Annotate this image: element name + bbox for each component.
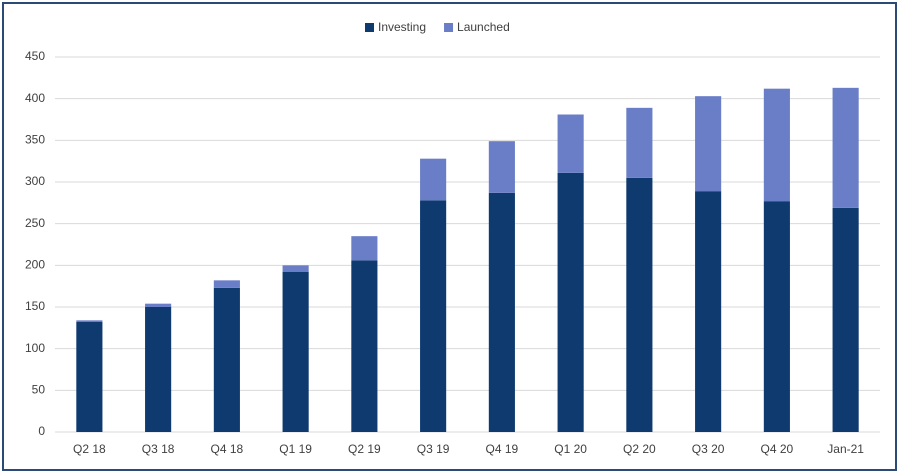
x-tick-label: Q2 18	[73, 442, 106, 456]
x-tick-label: Q3 19	[417, 442, 450, 456]
bar-segment	[557, 172, 584, 433]
bar-segment	[76, 320, 103, 322]
x-tick-label: Q4 20	[761, 442, 794, 456]
bar-segment	[145, 303, 172, 307]
bar-segment	[351, 260, 378, 432]
y-tick-label: 200	[25, 258, 45, 272]
bar-segment	[488, 141, 515, 193]
bar-segment	[282, 265, 309, 272]
bar-segment	[695, 96, 722, 192]
x-tick-label: Q2 20	[623, 442, 656, 456]
bar-segment	[76, 322, 103, 432]
x-tick-label: Q3 18	[142, 442, 175, 456]
y-tick-label: 100	[25, 341, 45, 355]
legend-label: Launched	[457, 20, 510, 34]
legend-swatch	[444, 23, 454, 32]
y-tick-label: 0	[38, 424, 45, 438]
bar-segment	[145, 307, 172, 432]
y-tick-label: 50	[32, 383, 46, 397]
y-tick-label: 150	[25, 299, 45, 313]
bar-segment	[626, 107, 653, 178]
bar-segment	[351, 236, 378, 261]
x-tick-label: Jan-21	[827, 442, 864, 456]
x-tick-label: Q1 20	[554, 442, 587, 456]
legend-swatch	[365, 23, 374, 32]
bar-segment	[763, 201, 790, 432]
bar-segment	[213, 280, 240, 288]
x-tick-label: Q4 18	[211, 442, 244, 456]
y-tick-label: 250	[25, 216, 45, 230]
y-tick-label: 350	[25, 133, 45, 147]
bar-segment	[695, 191, 722, 432]
y-tick-label: 300	[25, 174, 45, 188]
bar-segment	[763, 88, 790, 202]
legend-label: Investing	[378, 20, 426, 34]
bar-segment	[557, 114, 584, 173]
bar-segment	[626, 177, 653, 432]
bar-segment	[213, 287, 240, 432]
y-tick-label: 400	[25, 91, 45, 105]
bar-segment	[832, 207, 859, 432]
x-tick-label: Q2 19	[348, 442, 381, 456]
bar-segment	[488, 192, 515, 432]
y-tick-label: 450	[25, 49, 45, 63]
x-tick-label: Q1 19	[279, 442, 312, 456]
bar-segment	[420, 158, 447, 201]
bar-segment	[832, 87, 859, 208]
x-tick-label: Q3 20	[692, 442, 725, 456]
bar-segment	[420, 200, 447, 432]
x-tick-label: Q4 19	[486, 442, 519, 456]
bar-segment	[282, 272, 309, 432]
